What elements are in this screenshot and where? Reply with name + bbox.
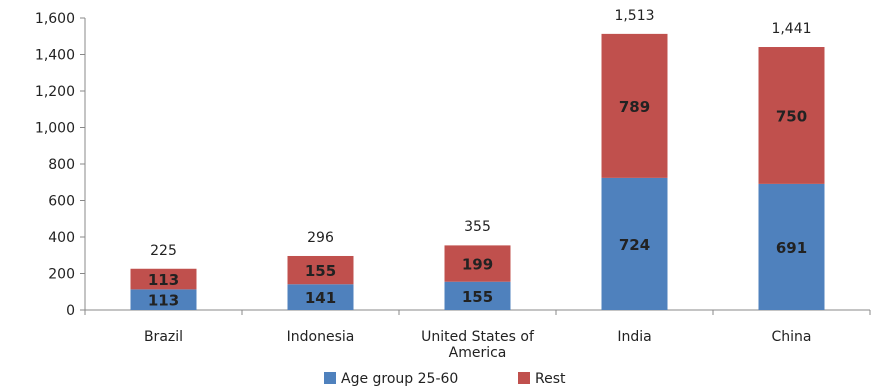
category-label: Brazil — [144, 329, 183, 345]
y-tick-label: 400 — [48, 230, 75, 246]
category-label: China — [772, 329, 812, 345]
total-value-label: 1,513 — [614, 8, 654, 24]
segment-value-label: 789 — [619, 98, 650, 116]
category-label: United States of — [421, 329, 535, 345]
segment-value-label: 724 — [619, 236, 650, 254]
bar-segment-rest — [444, 245, 511, 282]
bar-segment-age-group — [130, 289, 197, 310]
y-tick-label: 1,000 — [35, 121, 75, 137]
legend-swatch — [518, 372, 530, 384]
segment-value-label: 155 — [305, 262, 336, 280]
y-tick-label: 800 — [48, 157, 75, 173]
category-label: America — [449, 345, 507, 361]
total-value-label: 355 — [464, 219, 491, 235]
segment-value-label: 141 — [305, 289, 336, 307]
total-value-label: 296 — [307, 230, 334, 246]
legend-swatch — [324, 372, 336, 384]
y-tick-label: 200 — [48, 267, 75, 283]
y-tick-label: 1,600 — [35, 11, 75, 27]
bar-segment-age-group — [601, 177, 668, 310]
y-tick-label: 0 — [66, 303, 75, 319]
segment-value-label: 691 — [776, 239, 807, 257]
segment-value-label: 155 — [462, 288, 493, 306]
legend-label: Rest — [535, 371, 566, 387]
bar-segment-rest — [130, 268, 197, 290]
y-tick-label: 1,200 — [35, 84, 75, 100]
segment-value-label: 113 — [148, 271, 179, 289]
segment-value-label: 199 — [462, 256, 493, 274]
bar-segment-rest — [758, 47, 825, 184]
category-label: Indonesia — [287, 329, 355, 345]
bar-segment-age-group — [758, 183, 825, 310]
total-value-label: 1,441 — [771, 21, 811, 37]
chart-legend: Age group 25-60 Rest — [324, 371, 566, 387]
segment-value-label: 750 — [776, 107, 807, 125]
legend-label: Age group 25-60 — [341, 371, 458, 387]
bar-segment-rest — [601, 33, 668, 178]
y-tick-label: 1,400 — [35, 48, 75, 64]
category-label: India — [617, 329, 651, 345]
total-value-label: 225 — [150, 243, 177, 259]
bar-segment-age-group — [287, 284, 354, 310]
bar-segment-rest — [287, 255, 354, 285]
segment-value-label: 113 — [148, 292, 179, 310]
chart-bars — [130, 33, 825, 310]
y-tick-label: 600 — [48, 194, 75, 210]
bar-segment-age-group — [444, 281, 511, 310]
